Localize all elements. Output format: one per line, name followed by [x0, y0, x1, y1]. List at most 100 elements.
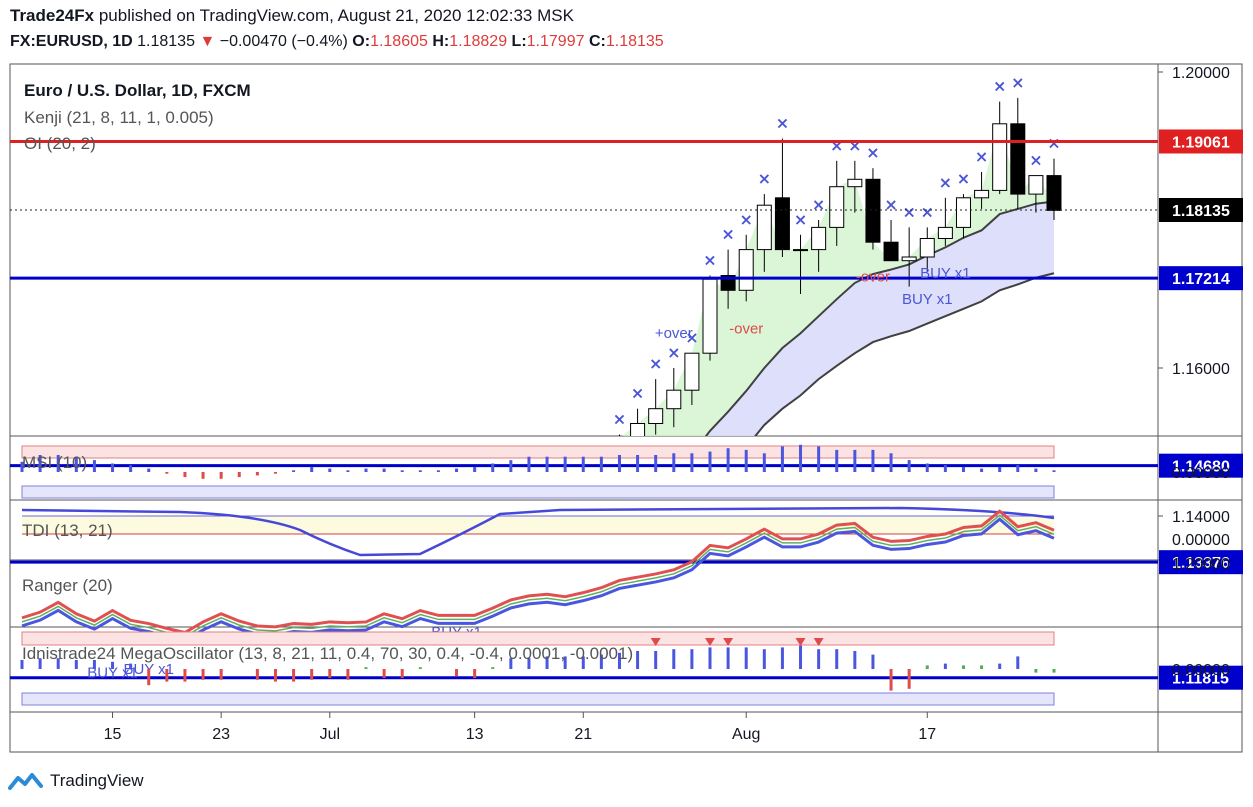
mega-tick: 0.00000 [1172, 662, 1230, 679]
candle [865, 178, 881, 243]
candle [684, 352, 700, 391]
tdi-label: TDI (13, 21) [22, 521, 113, 540]
signal-cross: × [703, 251, 716, 270]
signal-cross: × [758, 169, 771, 188]
annotation: -over [729, 320, 763, 337]
signal-cross: × [812, 195, 825, 214]
indicator-label: OI (20, 2) [24, 134, 96, 153]
x-tick-label: 17 [918, 726, 936, 743]
candle [1028, 175, 1044, 195]
author-name[interactable]: Trade24Fx [10, 6, 95, 25]
y-tick-label: 1.16000 [1172, 361, 1230, 378]
candle [955, 197, 971, 228]
open-value: 1.18605 [370, 33, 428, 50]
signal-cross: × [866, 143, 879, 162]
tradingview-logo-icon [8, 773, 43, 790]
candle [774, 197, 790, 251]
mega-upper-zone [21, 631, 1055, 646]
candle [847, 178, 863, 188]
candle [738, 249, 754, 291]
mega-signal-icon [723, 638, 734, 646]
last-price: 1.18135 [137, 33, 195, 50]
level-tag [1159, 665, 1243, 690]
pane-title: Euro / U.S. Dollar, 1D, FXCM [24, 81, 251, 100]
symbol-label: FX:EURUSD, 1D [10, 33, 133, 50]
msi-upper-zone [21, 445, 1055, 459]
mega-signal-icon [813, 638, 824, 646]
signal-cross: × [794, 210, 807, 229]
candle [901, 256, 917, 262]
mega-lower-zone [21, 692, 1055, 706]
signal-cross: × [776, 114, 789, 133]
signal-cross: × [848, 136, 861, 155]
ranger-mid [21, 514, 1055, 638]
mega-signal-icon [795, 638, 806, 646]
last-price-tag [1159, 198, 1243, 223]
annotation: -over [856, 269, 890, 286]
candle [919, 238, 935, 258]
mega-signal-icon [705, 638, 715, 646]
candle [1046, 175, 1062, 211]
tdi-tick: 0.00000 [1172, 532, 1230, 549]
main-pane: ××××××××××××××××××××××××××××××××××× [613, 73, 1062, 436]
level-label: 1.14680 [1172, 459, 1230, 476]
signal-cross: × [667, 343, 680, 362]
low-label: L: [511, 33, 527, 50]
close-label: C: [588, 33, 606, 50]
level-label: 1.13376 [1172, 555, 1230, 572]
level-tag [1159, 550, 1243, 575]
down-arrow-icon: ▼ [199, 33, 216, 50]
candle [756, 204, 772, 251]
publisher-line: Trade24Fx published on TradingView.com, … [10, 6, 574, 26]
msi-lower-zone [21, 485, 1055, 499]
open-label: O: [352, 33, 371, 50]
candle [1010, 123, 1026, 195]
level-label: 1.17214 [1172, 271, 1230, 288]
signal-cross: × [975, 147, 988, 166]
signal-cross: × [939, 173, 952, 192]
candle [702, 278, 718, 354]
tdi-band [22, 516, 1054, 534]
signal-cross: × [721, 225, 734, 244]
signal-cross: × [1011, 73, 1024, 92]
signal-cross: × [902, 202, 915, 221]
candle [992, 123, 1008, 191]
signal-cross: × [921, 202, 934, 221]
candle [829, 186, 845, 228]
brand-name: TradingView [50, 771, 144, 790]
candle [811, 226, 827, 251]
msi-label: MSI (10) [22, 453, 87, 472]
msi-tick: 0.00000 [1172, 465, 1230, 482]
signal-cross: × [1029, 151, 1042, 170]
annotation: BUY x1 [87, 665, 138, 682]
ranger-label: Ranger (20) [22, 576, 113, 595]
signal-cross: × [830, 136, 843, 155]
level-tag [1159, 453, 1243, 478]
level-label: 1.11815 [1172, 671, 1229, 688]
brand[interactable]: TradingView [8, 768, 144, 794]
candle [937, 226, 953, 239]
tdi-line [21, 506, 1055, 557]
candle [974, 189, 990, 199]
y-tick-label: 1.20000 [1172, 65, 1230, 82]
candle [630, 423, 646, 436]
cloud-fill [706, 201, 1054, 436]
x-tick-label: 21 [574, 726, 592, 743]
close-value: 1.18135 [605, 33, 664, 50]
published-text: published on TradingView.com, August 21,… [98, 6, 574, 25]
candle [666, 389, 682, 410]
x-tick-label: Jul [320, 726, 340, 743]
annotation: BUY x1 [902, 291, 953, 308]
signal-cross: × [957, 169, 970, 188]
high-label: H: [432, 33, 450, 50]
level-tag [1159, 266, 1243, 291]
last-price-label: 1.18135 [1172, 203, 1230, 220]
mega-signal-icon [650, 638, 661, 646]
change-value: −0.00470 (−0.4%) [219, 33, 348, 50]
signal-cross: × [884, 195, 897, 214]
indicator-label: Kenji (21, 8, 11, 1, 0.005) [24, 108, 214, 127]
annotation: +over [655, 325, 693, 342]
signal-cross: × [613, 410, 626, 429]
candle [648, 408, 664, 425]
